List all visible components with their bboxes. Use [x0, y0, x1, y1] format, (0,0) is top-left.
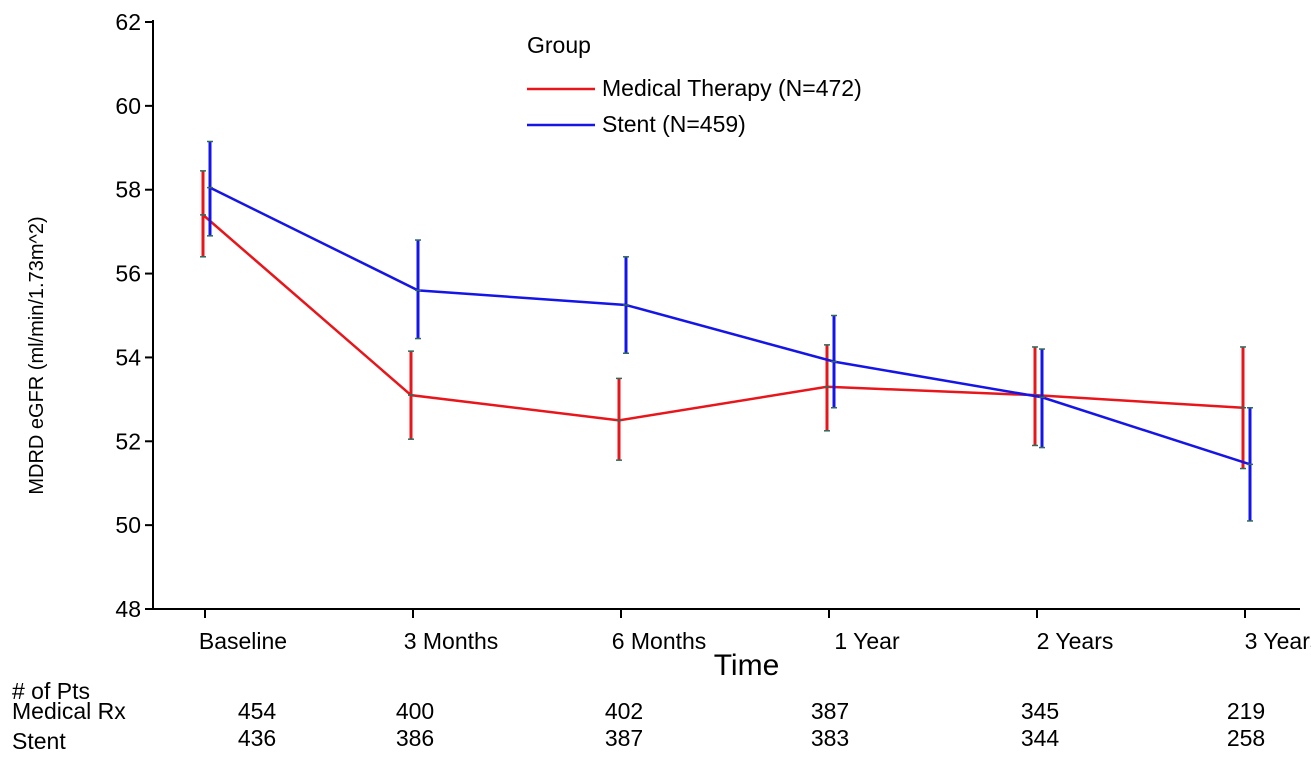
x-axis-label: Time — [714, 649, 780, 682]
risk-table-cell: 454 — [238, 698, 277, 724]
y-tick-label: 60 — [115, 93, 141, 119]
y-tick-label: 52 — [115, 428, 141, 454]
x-tick-label: 3 Months — [404, 628, 499, 654]
y-tick-label: 50 — [115, 512, 141, 538]
x-tick-label: 2 Years — [1037, 628, 1114, 654]
series-line — [209, 186, 1251, 466]
x-tick-label: 1 Year — [834, 628, 900, 654]
risk-table-cell: 436 — [238, 725, 276, 751]
series-layer — [200, 140, 1253, 522]
series-1 — [200, 170, 1246, 470]
x-tick-label: Baseline — [199, 628, 287, 654]
legend: Group Medical Therapy (N=472) Stent (N=459… — [527, 32, 862, 137]
risk-table-cell: 219 — [1227, 698, 1265, 724]
y-tick-label: 56 — [115, 261, 141, 287]
y-tick-label: 48 — [115, 596, 141, 622]
risk-table-cell: 345 — [1021, 698, 1059, 724]
y-tick-label: 58 — [115, 177, 141, 203]
risk-table-cell: 387 — [605, 725, 643, 751]
y-tick-label: 54 — [115, 344, 141, 370]
axes: 48 50 52 54 56 58 60 62 Baseline 3 Months 6 Months… — [115, 9, 1311, 654]
risk-table-header: # of Pts — [12, 678, 90, 704]
series-2 — [207, 140, 1253, 522]
risk-table-cell: 258 — [1227, 725, 1265, 751]
legend-title: Group — [527, 32, 591, 58]
risk-table-cell: 387 — [811, 698, 849, 724]
legend-label: Medical Therapy (N=472) — [602, 75, 862, 101]
y-axis-label: MDRD eGFR (ml/min/1.73m^2) — [26, 216, 48, 494]
risk-table-cell: 402 — [605, 698, 643, 724]
risk-table-cell: 344 — [1021, 725, 1060, 751]
series-line — [202, 213, 1244, 422]
risk-table-cell: 386 — [396, 725, 434, 751]
y-tick-label: 62 — [115, 9, 141, 35]
risk-table-cell: 383 — [811, 725, 849, 751]
legend-label: Stent (N=459) — [602, 111, 746, 137]
risk-table-cell: 400 — [396, 698, 434, 724]
risk-table-row-label: Medical Rx — [12, 698, 126, 724]
x-tick-label: 3 Years — [1245, 628, 1311, 654]
x-tick-label: 6 Months — [612, 628, 707, 654]
risk-table-row-label: Stent — [12, 728, 66, 754]
